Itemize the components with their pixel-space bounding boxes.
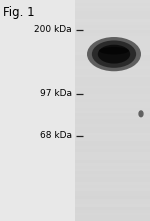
Bar (75, 144, 150, 146)
Bar (75, 3, 150, 6)
Bar (75, 66, 150, 69)
Bar (75, 25, 150, 28)
Text: 200 kDa: 200 kDa (34, 25, 72, 34)
Bar (75, 218, 150, 221)
Bar (75, 91, 150, 94)
Bar (75, 64, 150, 66)
Bar (75, 160, 150, 163)
Bar (75, 193, 150, 196)
Bar (75, 17, 150, 19)
Bar (75, 155, 150, 157)
Bar (75, 77, 150, 80)
Bar (75, 177, 150, 179)
Bar (75, 47, 150, 50)
Bar (75, 168, 150, 171)
Bar (75, 108, 150, 110)
Text: Fig. 1: Fig. 1 (3, 6, 35, 19)
Bar (75, 50, 150, 52)
Bar (75, 97, 150, 99)
Bar (75, 33, 150, 36)
Bar (75, 213, 150, 215)
Bar (75, 119, 150, 122)
Bar (75, 204, 150, 207)
Bar (75, 30, 150, 33)
Bar (75, 88, 150, 91)
Bar (75, 94, 150, 97)
Bar (75, 58, 150, 61)
Bar (75, 138, 150, 141)
Text: 68 kDa: 68 kDa (40, 131, 72, 140)
Bar (75, 152, 150, 155)
Bar (75, 28, 150, 30)
Bar (75, 215, 150, 218)
Bar (75, 166, 150, 168)
Text: 97 kDa: 97 kDa (40, 90, 72, 98)
Bar (75, 207, 150, 210)
Bar (75, 171, 150, 174)
Bar (75, 110, 150, 113)
Bar (75, 124, 150, 127)
Ellipse shape (87, 37, 141, 71)
Bar (75, 185, 150, 188)
Bar (75, 19, 150, 22)
Bar (75, 179, 150, 182)
Bar (75, 133, 150, 135)
Bar (75, 191, 150, 193)
Bar (75, 146, 150, 149)
Bar (75, 196, 150, 199)
Bar (75, 36, 150, 39)
Bar (75, 135, 150, 138)
Bar (75, 55, 150, 58)
Bar (75, 102, 150, 105)
Bar (75, 6, 150, 8)
Bar (75, 105, 150, 108)
Bar (75, 157, 150, 160)
Bar (75, 44, 150, 47)
Bar (75, 52, 150, 55)
Bar (75, 127, 150, 130)
Bar (75, 210, 150, 213)
Bar (75, 83, 150, 86)
Ellipse shape (99, 47, 129, 55)
Bar (75, 22, 150, 25)
Bar (75, 0, 150, 221)
Bar (75, 116, 150, 119)
Ellipse shape (92, 40, 136, 68)
Bar (75, 182, 150, 185)
Bar (75, 174, 150, 177)
Bar (75, 74, 150, 77)
Bar (75, 11, 150, 14)
Bar (75, 199, 150, 202)
Bar (75, 86, 150, 88)
Bar (75, 41, 150, 44)
Circle shape (139, 111, 143, 117)
Bar (75, 8, 150, 11)
Bar (75, 69, 150, 72)
Bar (75, 122, 150, 124)
Bar (75, 113, 150, 116)
Bar (75, 80, 150, 83)
Bar (75, 14, 150, 17)
Bar (75, 99, 150, 102)
Ellipse shape (98, 45, 130, 64)
Bar (75, 188, 150, 191)
Bar (75, 149, 150, 152)
Bar (75, 0, 150, 3)
Bar (75, 202, 150, 204)
Bar (75, 39, 150, 41)
Bar (75, 163, 150, 166)
Bar (75, 130, 150, 133)
Bar (75, 141, 150, 144)
Bar (75, 61, 150, 63)
Bar (75, 72, 150, 74)
